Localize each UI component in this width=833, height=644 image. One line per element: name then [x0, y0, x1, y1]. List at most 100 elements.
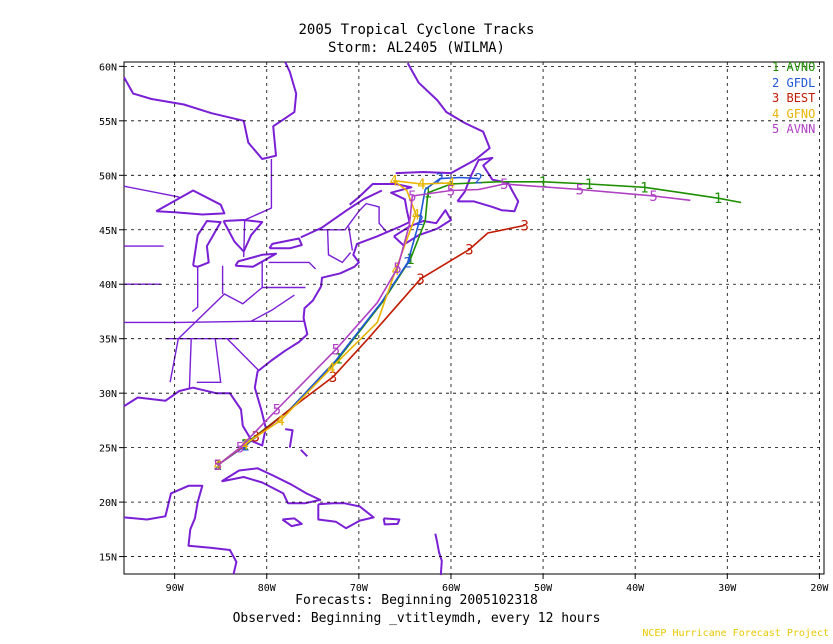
track-marker: 5: [649, 189, 657, 205]
track-marker: 2: [241, 439, 249, 455]
track-marker: 3: [520, 218, 528, 234]
legend-item-avnn: 5 AVNN: [772, 122, 815, 138]
track-marker: 5: [447, 184, 455, 200]
graticule: [124, 62, 824, 574]
legend: 1 AVNO 2 GFDL 3 BEST 4 GFNO 5 AVNN: [772, 60, 815, 138]
track-marker: 4: [240, 437, 248, 453]
political-border: [226, 338, 259, 371]
political-border: [169, 286, 263, 383]
legend-name: AVNN: [786, 122, 816, 136]
x-tick-label: 60W: [442, 583, 461, 594]
map-subtitle: Storm: AL2405 (WILMA): [327, 40, 505, 56]
legend-num: 5: [772, 122, 780, 136]
y-tick-label: 35N: [99, 335, 117, 346]
track-marker: 5: [214, 458, 222, 474]
y-tick-label: 55N: [99, 117, 117, 128]
track-marker: 4: [412, 208, 420, 224]
track-marker: 1: [640, 180, 648, 196]
track-marker: 2: [415, 213, 423, 229]
legend-num: 2: [772, 75, 780, 90]
political-border: [243, 159, 273, 258]
legend-item-avno: 1 AVNO: [772, 60, 815, 76]
track-marker: 1: [585, 177, 593, 193]
coastline: [395, 62, 491, 175]
track-marker: 3: [214, 458, 222, 474]
y-tick-label: 50N: [99, 171, 117, 182]
track-marker: 3: [416, 272, 424, 288]
track-marker: 5: [393, 261, 401, 277]
coastline: [382, 517, 401, 526]
political-border: [326, 229, 352, 264]
x-tick-label: 80W: [258, 583, 277, 594]
track-marker: 1: [539, 175, 547, 191]
legend-num: 4: [772, 106, 780, 121]
coastline: [123, 484, 238, 575]
x-tick-label: 40W: [626, 583, 645, 594]
coastline: [123, 61, 298, 160]
track-marker: 4: [276, 413, 284, 429]
track-marker: 1: [214, 458, 222, 474]
coastline: [434, 533, 443, 576]
track-marker: 3: [329, 370, 337, 386]
track-line: [217, 183, 691, 466]
plot-frame: [123, 61, 825, 575]
coastline: [393, 209, 452, 246]
y-tick-label: 20N: [99, 498, 117, 509]
y-tick-label: 30N: [99, 389, 117, 400]
track-marker: 5: [576, 183, 584, 199]
x-tick-label: 50W: [534, 583, 553, 594]
coastline: [300, 189, 383, 239]
track-marker: 5: [273, 403, 281, 419]
coastline: [268, 237, 303, 250]
map-title: 2005 Tropical Cyclone Tracks: [298, 22, 535, 38]
credit: NCEP Hurricane Forecast Project: [642, 628, 829, 639]
political-border: [191, 265, 199, 313]
political-border: [196, 338, 222, 383]
political-border: [188, 338, 192, 389]
y-tick-label: 60N: [99, 62, 117, 73]
legend-name: BEST: [786, 91, 816, 105]
track-marker: 2: [474, 172, 482, 188]
political-border: [315, 202, 388, 233]
political-border: [124, 320, 305, 324]
legend-name: GFDL: [786, 75, 816, 90]
track-marker: 4: [327, 361, 335, 377]
political-border: [123, 185, 180, 198]
political-border: [348, 226, 354, 251]
y-tick-label: 40N: [99, 280, 117, 291]
coastline: [192, 220, 222, 268]
y-tick-label: 45N: [99, 226, 117, 237]
axis-ticks: 90W 80W 70W 60W 50W 40W 30W 20W 15N 20N 25N 30N 35N 4…: [99, 62, 829, 594]
footer-forecasts: Forecasts: Beginning 2005102318: [295, 593, 538, 608]
footer-observed: Observed: Beginning _vtitleymdh, every 1…: [232, 611, 601, 626]
track-marker: 3: [465, 242, 473, 258]
land-outlines: [123, 61, 520, 576]
track-marker: 1: [406, 252, 414, 268]
coastline: [317, 502, 375, 530]
coastline: [281, 517, 303, 528]
track-marker: 1: [714, 191, 722, 207]
track-marker: 5: [500, 177, 508, 193]
legend-name: GFNO: [786, 106, 816, 121]
coastline: [222, 219, 264, 253]
track-marker: 4: [447, 176, 455, 192]
coastline: [155, 189, 226, 216]
legend-item-best: 3 BEST: [772, 91, 815, 107]
political-border: [268, 261, 317, 270]
political-border: [250, 294, 295, 322]
legend-name: AVNO: [786, 60, 816, 74]
x-tick-label: 30W: [718, 583, 737, 594]
coastline: [123, 183, 413, 447]
legend-item-gfdl: 2 GFDL: [772, 76, 815, 92]
coastline: [300, 449, 309, 458]
coastline: [456, 156, 520, 213]
track-marker: 4: [417, 177, 425, 193]
track-marker: 4: [390, 174, 398, 190]
track-marker: 1: [334, 351, 342, 367]
x-tick-label: 20W: [810, 583, 829, 594]
track-marker: 2: [214, 458, 222, 474]
track-marker: 5: [332, 343, 340, 359]
legend-item-gfno: 4 GFNO: [772, 107, 815, 123]
